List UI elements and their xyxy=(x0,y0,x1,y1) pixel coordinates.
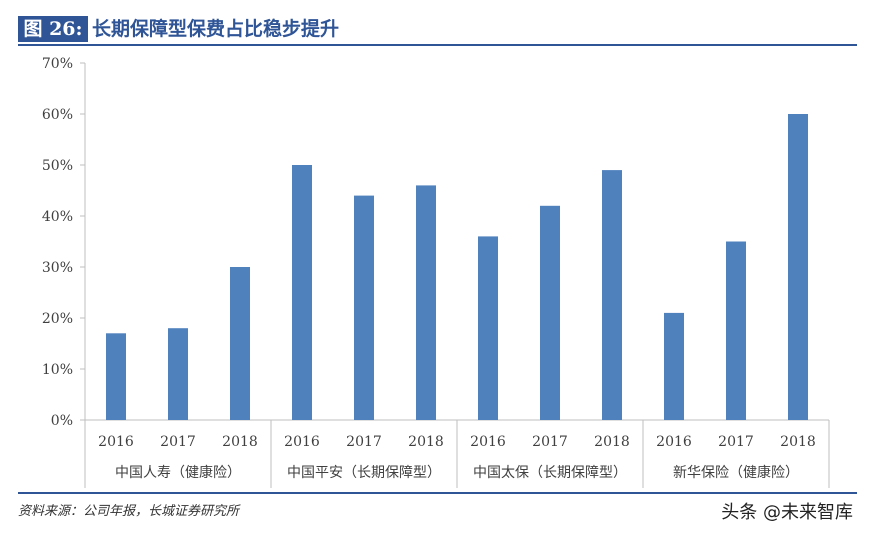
x-category-label: 2017 xyxy=(718,434,754,450)
watermark: 头条 @未来智库 xyxy=(721,502,853,523)
y-tick-label: 40% xyxy=(42,209,73,225)
y-tick-label: 0% xyxy=(51,413,73,429)
y-tick-label: 10% xyxy=(42,362,73,378)
bar xyxy=(478,236,498,420)
figure-title: 长期保障型保费占比稳步提升 xyxy=(92,18,340,40)
group-label: 新华保险（健康险） xyxy=(673,464,799,481)
bar-chart: 0% 10% 20% 30% 40% 50% 60% 70% 2016 2017 2018 中国人寿（… xyxy=(42,56,830,488)
y-tick-label: 70% xyxy=(42,56,73,72)
bar xyxy=(416,185,436,420)
x-category-label: 2017 xyxy=(346,434,382,450)
figure-header: 图 26: 长期保障型保费占比稳步提升 xyxy=(18,14,857,46)
x-category-label: 2016 xyxy=(284,434,320,450)
bar xyxy=(664,312,684,420)
x-category-label: 2017 xyxy=(532,434,568,450)
bar xyxy=(788,114,808,420)
group-label: 中国太保（长期保障型） xyxy=(473,465,627,481)
bar xyxy=(602,170,622,420)
x-category-label: 2016 xyxy=(470,434,506,450)
bar xyxy=(230,267,250,420)
y-tick-label: 50% xyxy=(42,158,73,174)
bar xyxy=(168,328,188,420)
source-note: 资料来源：公司年报，长城证券研究所 xyxy=(18,504,240,519)
bar xyxy=(292,165,312,420)
figure-label: 图 26: xyxy=(18,16,88,42)
x-category-label: 2018 xyxy=(408,434,444,450)
bar xyxy=(354,195,374,420)
bar xyxy=(726,241,746,420)
x-category-label: 2016 xyxy=(656,434,692,450)
y-tick-label: 20% xyxy=(42,311,73,327)
bar xyxy=(106,333,126,420)
group-label: 中国平安（长期保障型） xyxy=(287,465,441,481)
x-category-label: 2018 xyxy=(594,434,630,450)
x-category-label: 2016 xyxy=(98,434,134,450)
x-category-label: 2018 xyxy=(222,434,258,450)
x-category-label: 2017 xyxy=(160,434,196,450)
y-tick-label: 60% xyxy=(42,107,73,123)
group-label: 中国人寿（健康险） xyxy=(115,464,241,481)
bar xyxy=(540,205,560,420)
source-divider xyxy=(18,492,857,494)
y-tick-label: 30% xyxy=(42,260,73,276)
x-category-label: 2018 xyxy=(780,434,816,450)
